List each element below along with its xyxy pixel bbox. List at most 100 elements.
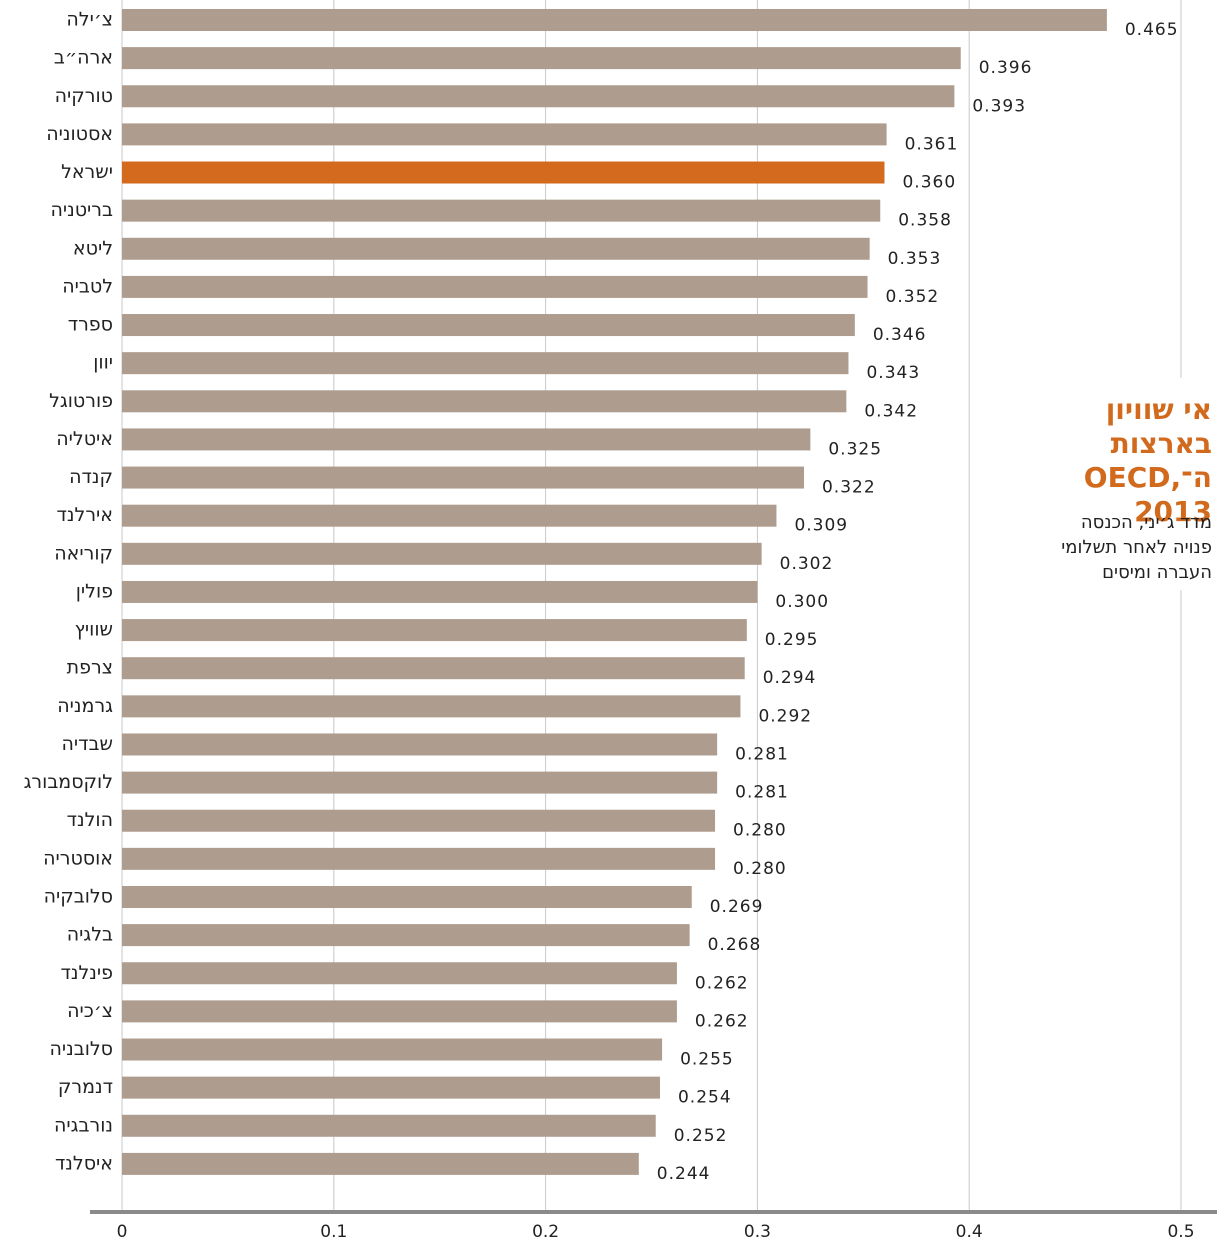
bar — [122, 962, 677, 985]
bar — [122, 542, 762, 565]
value-label: 0.302 — [780, 554, 834, 574]
category-label: ישראל — [61, 161, 113, 183]
x-tick-label: 0.5 — [1167, 1222, 1194, 1240]
category-label: טורקיה — [55, 85, 113, 107]
bar — [122, 924, 690, 947]
category-label: גרמניה — [57, 695, 113, 717]
bar — [122, 657, 745, 680]
category-label: ספרד — [68, 314, 113, 336]
value-label: 0.295 — [765, 630, 819, 650]
x-tick-label: 0.3 — [744, 1222, 771, 1240]
bar — [122, 466, 804, 489]
value-label: 0.358 — [898, 211, 952, 231]
bar — [122, 85, 955, 108]
chart-subtitle: מדד ג׳יני, הכנסה פנויה לאחר תשלומי העברה… — [1061, 512, 1212, 583]
value-label: 0.252 — [674, 1126, 728, 1146]
bar — [122, 771, 718, 794]
category-label: קוריאה — [54, 542, 113, 564]
category-label: נורבגיה — [54, 1114, 113, 1136]
value-label: 0.342 — [864, 401, 918, 421]
category-label: צרפת — [67, 657, 113, 679]
value-label: 0.322 — [822, 478, 876, 498]
bar — [122, 1038, 663, 1061]
bar — [122, 1114, 656, 1137]
category-label: בריטניה — [50, 199, 113, 221]
bar — [122, 237, 870, 260]
bar — [122, 809, 716, 832]
value-label: 0.396 — [979, 58, 1033, 78]
bar — [122, 1152, 639, 1175]
value-label: 0.255 — [680, 1050, 734, 1070]
value-label: 0.281 — [735, 783, 789, 803]
bar — [122, 1000, 677, 1023]
category-label: סלובקיה — [44, 885, 113, 907]
bar — [122, 1076, 660, 1099]
category-label: לוקסמבורג — [24, 771, 113, 793]
category-label: אוסטריה — [43, 847, 113, 869]
category-label: יוון — [93, 352, 113, 374]
chart-title: אי שוויון בארצות ה־OECD, 2013 — [1083, 393, 1212, 528]
category-label: אירלנד — [57, 504, 113, 526]
value-label: 0.262 — [695, 973, 749, 993]
value-label: 0.346 — [873, 325, 927, 345]
value-label: 0.353 — [888, 249, 942, 269]
category-label: סלובניה — [49, 1038, 113, 1060]
bar — [122, 695, 741, 718]
category-label: קנדה — [69, 466, 113, 488]
value-label: 0.281 — [735, 744, 789, 764]
bar — [122, 885, 692, 908]
value-label: 0.292 — [758, 706, 812, 726]
x-tick-label: 0.2 — [532, 1222, 559, 1240]
value-label: 0.360 — [902, 173, 956, 193]
value-label: 0.294 — [763, 668, 817, 688]
bar — [122, 199, 881, 222]
bar — [122, 390, 847, 413]
bar — [122, 123, 887, 146]
category-label: לטביה — [62, 275, 113, 297]
value-label: 0.361 — [905, 134, 959, 154]
bar — [122, 580, 758, 603]
category-label: איטליה — [56, 428, 113, 450]
value-label: 0.280 — [733, 821, 787, 841]
value-label: 0.262 — [695, 1011, 749, 1031]
title-backdrop — [1005, 378, 1217, 590]
category-label: אסטוניה — [46, 123, 113, 145]
category-label: פינלנד — [60, 962, 113, 984]
category-label: צ׳כיה — [67, 1000, 113, 1022]
bar — [122, 352, 849, 375]
bar — [122, 314, 855, 337]
value-label: 0.269 — [710, 897, 764, 917]
category-label: הולנד — [67, 809, 113, 831]
category-label: שבדיה — [62, 733, 113, 755]
bar — [122, 619, 747, 642]
x-tick-label: 0 — [117, 1222, 128, 1240]
bar — [122, 161, 885, 184]
category-label: ליטא — [73, 237, 113, 259]
value-label: 0.268 — [708, 935, 762, 955]
bar — [122, 847, 716, 870]
x-tick-label: 0.4 — [956, 1222, 983, 1240]
bar — [122, 47, 961, 70]
bar — [122, 275, 868, 298]
value-label: 0.300 — [775, 592, 829, 612]
category-label: בלגיה — [67, 924, 113, 946]
value-label: 0.325 — [828, 439, 882, 459]
value-label: 0.352 — [886, 287, 940, 307]
value-label: 0.309 — [794, 516, 848, 536]
bar — [122, 9, 1107, 31]
bar — [122, 428, 811, 451]
value-label: 0.244 — [657, 1164, 711, 1184]
value-label: 0.280 — [733, 859, 787, 879]
ticks: 0 0.1 0.2 0.3 0.4 0.5 — [117, 1222, 1195, 1240]
value-label: 0.254 — [678, 1088, 732, 1108]
value-label: 0.343 — [866, 363, 920, 383]
bars: צ׳ילה 0.465 ארה״ב 0.396 טורקיה 0.393 אסטוניה 0.… — [24, 9, 1178, 1184]
category-label: פולין — [76, 580, 113, 602]
category-label: פורטוגל — [49, 390, 113, 412]
category-label: ארה״ב — [54, 47, 113, 69]
category-label: דנמרק — [58, 1076, 113, 1098]
category-label: שוויץ — [75, 619, 113, 641]
category-label: איסלנד — [55, 1152, 113, 1174]
x-tick-label: 0.1 — [320, 1222, 347, 1240]
